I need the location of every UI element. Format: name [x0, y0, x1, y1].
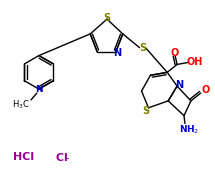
Text: N: N [113, 48, 121, 58]
Text: Cl$\bar{}$: Cl$\bar{}$ [55, 151, 70, 163]
Text: N: N [35, 85, 43, 94]
Text: S: S [142, 106, 149, 116]
Text: S: S [139, 43, 146, 53]
Text: NH$_2$: NH$_2$ [179, 123, 199, 136]
Text: S: S [103, 13, 111, 23]
Text: O: O [202, 85, 210, 95]
Text: O: O [171, 48, 179, 58]
Text: HCl: HCl [12, 152, 34, 162]
Text: N: N [175, 80, 183, 90]
Text: H$_3$C: H$_3$C [12, 99, 30, 111]
Text: OH: OH [187, 58, 203, 67]
